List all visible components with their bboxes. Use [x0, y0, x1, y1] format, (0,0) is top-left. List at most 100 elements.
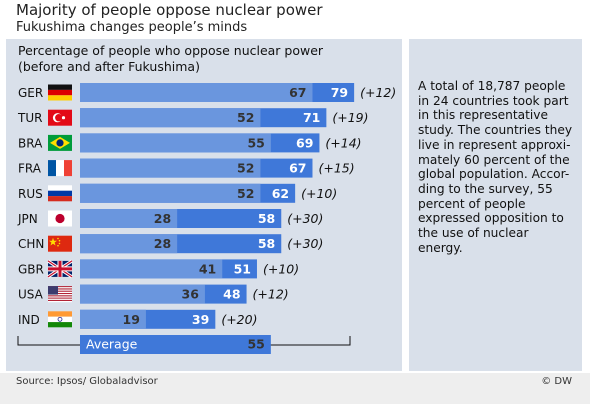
chart-heading: Percentage of people who oppose nuclear … — [18, 43, 323, 75]
flag-sun — [55, 213, 65, 224]
flag-crescent-cut — [55, 114, 63, 122]
flag-stripe-red — [48, 299, 72, 302]
bar-before-label: 19 — [123, 312, 140, 327]
flag-stripe — [48, 196, 72, 202]
turkey-flag-icon — [48, 109, 72, 126]
bar-before — [80, 133, 271, 153]
bar-row-jpn: JPN 28 58 (+30) — [17, 209, 323, 228]
flag-star — [61, 116, 66, 120]
bar-before-label: 28 — [154, 211, 171, 226]
flag-star — [49, 237, 57, 246]
change-label: (+10) — [301, 186, 337, 201]
flag-stripe — [48, 160, 56, 177]
average-bar — [80, 335, 271, 354]
flag-canton — [48, 286, 58, 295]
russia-flag-icon — [48, 185, 72, 202]
bar-before — [80, 183, 261, 203]
flag-stripe — [48, 311, 72, 317]
flag-stripe-white — [48, 296, 72, 298]
flag-stripe-white — [48, 301, 72, 303]
flag-small-star — [58, 239, 61, 242]
usa-flag-icon — [48, 286, 72, 303]
flag-stripe-red — [48, 286, 72, 288]
china-flag-icon — [48, 235, 72, 252]
flag-cross-red — [48, 260, 72, 277]
bar-row-gbr: GBR 41 51 (+10) — [18, 259, 299, 279]
change-label: (+20) — [221, 312, 257, 327]
footer-bar — [0, 373, 590, 404]
flag-stripe — [48, 316, 72, 323]
bar-before — [80, 158, 261, 178]
average-value: 55 — [247, 337, 264, 352]
change-label: (+10) — [263, 261, 299, 276]
bar-after-label: 58 — [258, 236, 275, 251]
change-label: (+12) — [360, 85, 396, 100]
bar-row-fra: FRA 52 67 (+15) — [18, 158, 355, 178]
note-panel — [409, 39, 582, 371]
flag-stripe-red — [48, 293, 72, 295]
flag-stripe-white — [48, 289, 72, 291]
country-label: CHN — [18, 237, 44, 251]
flag-stripe-red — [48, 297, 72, 299]
bar-row-chn: CHN 28 58 (+30) — [18, 234, 323, 254]
bar-row-tur: TUR 52 71 (+19) — [17, 108, 369, 128]
flag-stripe-red — [48, 288, 72, 290]
change-label: (+12) — [253, 287, 289, 302]
bar-after-label: 79 — [331, 85, 348, 100]
flag-chakra — [57, 316, 63, 322]
chart-title-main: Majority of people oppose nuclear power — [16, 1, 323, 19]
flag-stripe-white — [48, 291, 72, 293]
survey-note: A total of 18,787 people in 24 countries… — [418, 79, 573, 255]
bar-after-label: 51 — [234, 261, 251, 276]
country-label: GER — [18, 86, 43, 100]
india-flag-icon — [48, 311, 72, 328]
japan-flag-icon — [48, 210, 72, 227]
country-label: FRA — [18, 162, 42, 176]
flag-stripe-red — [48, 295, 72, 297]
change-label: (+14) — [325, 135, 361, 150]
change-label: (+15) — [318, 161, 354, 176]
bar-before — [80, 108, 261, 128]
country-label: JPN — [17, 212, 38, 226]
chart-subtitle: Fukushima changes people’s minds — [16, 20, 248, 35]
bar-before-label: 55 — [247, 135, 264, 150]
bar-after-label: 48 — [223, 287, 240, 302]
bar-before — [80, 83, 313, 102]
flag-stripe — [64, 160, 72, 177]
bar-after-label: 39 — [192, 312, 209, 327]
country-label: GBR — [18, 262, 44, 276]
chart-heading-line-1: Percentage of people who oppose nuclear … — [18, 43, 324, 58]
bar-before — [80, 309, 146, 329]
flag-stripe-white — [48, 294, 72, 296]
change-label: (+19) — [332, 110, 368, 125]
flag-globe — [56, 139, 64, 147]
country-label: BRA — [18, 136, 43, 150]
bar-before-label: 52 — [237, 110, 254, 125]
bar-before-label: 28 — [154, 236, 171, 251]
germany-flag-icon — [48, 84, 72, 101]
bar-before — [80, 209, 178, 228]
flag-small-star — [58, 242, 61, 245]
bar-after-label: 71 — [303, 110, 320, 125]
bar-after-label: 69 — [296, 135, 313, 150]
bar-chart: GER 67 79 (+12) TUR 52 71 (+19) BRA 55 69 (+14) FRA 5… — [17, 83, 396, 354]
flag-stripe-white — [48, 287, 72, 289]
bar-after-label: 62 — [272, 186, 289, 201]
bar-row-rus: RUS 52 62 (+10) — [18, 183, 337, 203]
flag-stripe — [48, 89, 72, 96]
chart-heading-line-2: (before and after Fukushima) — [18, 59, 200, 74]
flag-stripe — [48, 95, 72, 101]
brazil-flag-icon — [48, 134, 72, 151]
flag-stripe — [48, 322, 72, 328]
source-label: Source: Ipsos/ Globaladvisor — [16, 376, 158, 387]
flag-stripe-red — [48, 290, 72, 292]
flag-stripe — [48, 185, 72, 191]
average-label: Average — [86, 337, 138, 352]
change-label: (+30) — [287, 211, 323, 226]
country-label: IND — [18, 313, 40, 327]
bar-before-label: 52 — [237, 186, 254, 201]
country-label: RUS — [18, 187, 43, 201]
country-label: TUR — [17, 111, 42, 125]
flag-stripe — [48, 190, 72, 197]
flag-small-star — [57, 244, 59, 247]
